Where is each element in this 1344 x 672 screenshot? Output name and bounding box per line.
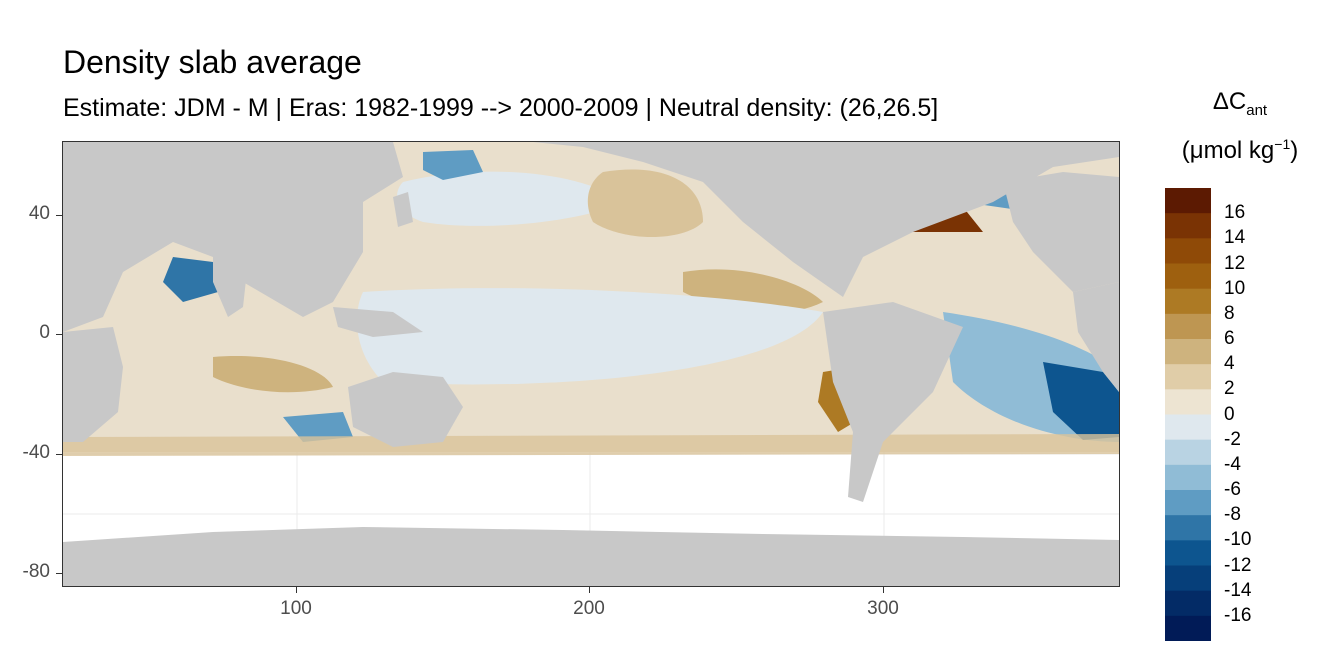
patch-kamchatka-blue [423, 150, 483, 180]
patch-arabian-sea-blue [163, 257, 218, 302]
y-tick-label-40: 40 [28, 203, 50, 224]
legend-label: 14 [1224, 227, 1246, 249]
legend-label: 2 [1224, 378, 1235, 400]
y-tick-label-minus80: -80 [22, 561, 50, 582]
legend-title: ΔCant [1160, 88, 1320, 119]
legend-label: -10 [1224, 529, 1252, 551]
map-panel [62, 141, 1120, 587]
legend-label: -4 [1224, 453, 1241, 475]
legend-label: -6 [1224, 479, 1241, 500]
patch-south-indian-tan [213, 356, 333, 393]
land-antarctica [63, 527, 1119, 586]
legend-label: -12 [1224, 554, 1252, 576]
legend-swatch [1165, 490, 1211, 516]
land-europe [1003, 172, 1119, 292]
legend-label: 12 [1224, 252, 1246, 274]
land-india [213, 257, 248, 317]
legend-title-sub: ant [1246, 101, 1268, 119]
land-japan [393, 192, 413, 227]
legend-swatch [1165, 213, 1211, 239]
legend-swatch [1165, 389, 1211, 415]
legend-label: 6 [1224, 328, 1235, 349]
patch-southern-ocean-tan [63, 434, 1119, 456]
legend-swatch [1165, 565, 1211, 592]
legend-label: -14 [1224, 579, 1252, 601]
legend-unit-suffix: ) [1290, 137, 1299, 164]
y-tick-label-minus40: -40 [22, 442, 50, 463]
legend-label: 16 [1224, 202, 1246, 224]
legend-unit: (μmol kg−1) [1160, 136, 1320, 165]
y-tick-label-0: 0 [39, 322, 50, 343]
plot-subtitle: Estimate: JDM - M | Eras: 1982-1999 --> … [63, 94, 939, 122]
y-tick-mark-minus80 [56, 573, 62, 574]
legend-swatch [1165, 439, 1211, 466]
legend-swatch [1165, 515, 1211, 541]
legend-swatch [1165, 188, 1211, 214]
y-tick-mark-0 [56, 334, 62, 335]
y-tick-mark-minus40 [56, 454, 62, 455]
legend-swatch [1165, 288, 1211, 315]
y-tick-mark-40 [56, 215, 62, 216]
patch-north-pacific-tan [587, 169, 703, 237]
legend-label: 4 [1224, 353, 1235, 375]
patch-south-indian-blue [283, 412, 353, 442]
land-south-america [823, 302, 963, 502]
legend-unit-prefix: (μmol kg [1181, 137, 1275, 164]
legend-swatch [1165, 464, 1211, 491]
patch-north-pacific-blue [397, 171, 623, 226]
x-tick-label-300: 300 [867, 598, 899, 619]
land-indonesia [333, 307, 423, 337]
legend-swatch [1165, 238, 1211, 264]
patch-tropical-pacific-light [357, 288, 823, 385]
legend-label: 10 [1224, 277, 1246, 299]
legend-swatch [1165, 540, 1211, 566]
legend-swatch [1165, 590, 1211, 617]
legend-swatch [1165, 339, 1211, 365]
x-tick-label-200: 200 [573, 598, 605, 619]
legend-label: -16 [1224, 604, 1252, 626]
x-tick-mark-300 [883, 587, 884, 593]
legend-swatch [1165, 364, 1211, 390]
legend-swatch [1165, 263, 1211, 290]
legend-label: 8 [1224, 302, 1235, 324]
x-tick-mark-100 [296, 587, 297, 593]
legend-label: 0 [1224, 403, 1235, 425]
legend-swatch [1165, 414, 1211, 441]
land-eurasia [63, 142, 403, 332]
legend-colorbar [1165, 188, 1211, 641]
legend-title-main: ΔC [1212, 88, 1247, 115]
land-africa-east [1073, 282, 1119, 392]
land-north-america [533, 142, 1119, 297]
land-australia [348, 372, 463, 447]
legend-label: -8 [1224, 504, 1241, 526]
patch-south-atlantic-deep-blue [1043, 362, 1119, 440]
legend-swatch [1165, 615, 1211, 641]
land-masses [63, 142, 1119, 586]
map-svg [63, 142, 1119, 586]
legend-unit-sup: −1 [1274, 136, 1291, 152]
x-tick-label-100: 100 [280, 598, 312, 619]
legend-label: -2 [1224, 428, 1241, 450]
legend-swatch [1165, 313, 1211, 340]
x-tick-mark-200 [589, 587, 590, 593]
plot-title: Density slab average [63, 44, 362, 80]
land-africa [63, 327, 123, 442]
